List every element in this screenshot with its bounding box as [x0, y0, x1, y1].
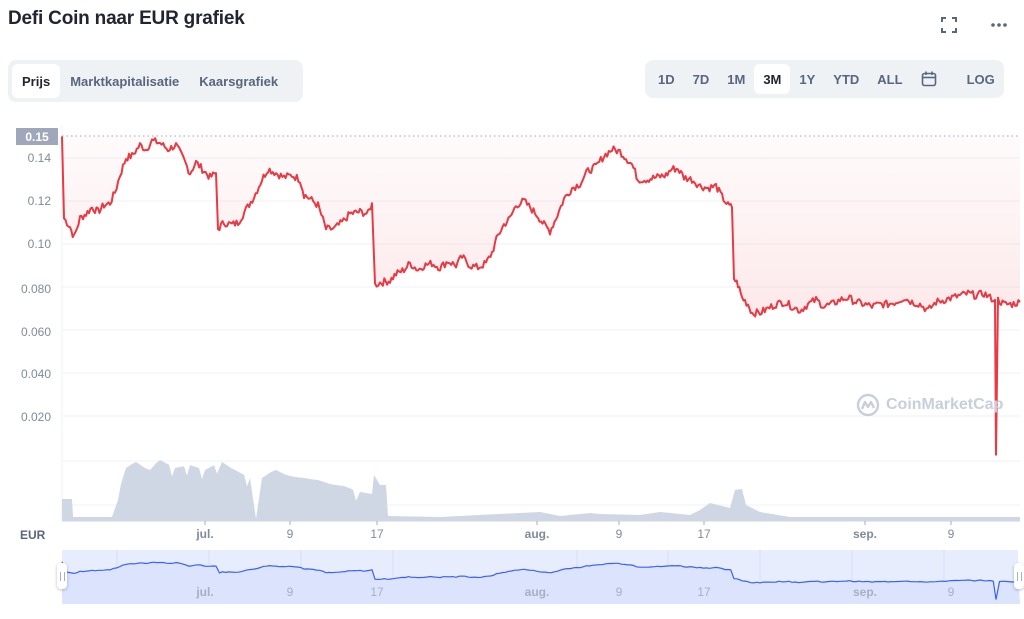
- range-ytd[interactable]: YTD: [833, 71, 860, 87]
- range-3m[interactable]: 3M: [754, 64, 791, 94]
- x-tick-label: 17: [370, 527, 384, 541]
- y-tick-label: 0.10: [27, 237, 51, 251]
- currency-label: EUR: [20, 528, 46, 542]
- page-title: Defi Coin naar EUR grafiek: [8, 8, 245, 29]
- x-tick-label: sep.: [852, 527, 878, 541]
- navigator-area: [62, 561, 1020, 604]
- chart-toolbar-icons: [938, 14, 1010, 36]
- y-tick-label: 0.060: [20, 325, 51, 339]
- y-tick-label: 0.020: [20, 410, 51, 424]
- time-range-selector: 1D 7D 1M 3M 1Y YTD ALL LOG: [645, 60, 1004, 98]
- x-tick-label: aug.: [524, 527, 550, 541]
- y-tick-label: 0.040: [20, 367, 51, 381]
- volume-area: [62, 460, 1020, 521]
- navigator-tick-label: sep.: [852, 585, 878, 599]
- price-line: [61, 136, 1021, 456]
- price-area-fill: [62, 136, 1020, 455]
- date-range-button[interactable]: [912, 64, 946, 94]
- coinmarketcap-logo-icon: [856, 393, 880, 417]
- x-tick-label: 9: [286, 527, 294, 541]
- x-axis-ticks: [204, 521, 952, 525]
- navigator-tick-label: aug.: [524, 585, 550, 599]
- chart-type-tabs: Prijs Marktkapitalisatie Kaarsgrafiek: [8, 60, 303, 102]
- range-1d[interactable]: 1D: [658, 71, 675, 87]
- x-tick-label: jul.: [196, 527, 214, 541]
- y-tick-label: 0.080: [20, 282, 51, 296]
- range-1y[interactable]: 1Y: [799, 71, 816, 87]
- calendar-icon: [921, 71, 936, 87]
- coinmarketcap-watermark: CoinMarketCap: [856, 393, 1003, 417]
- x-tick-label: 9: [615, 527, 623, 541]
- navigator-tick-label: 9: [286, 585, 294, 599]
- more-horizontal-icon: [991, 23, 1007, 27]
- fullscreen-icon: [941, 17, 957, 33]
- y-tick-label: 0.12: [27, 194, 51, 208]
- more-options-button[interactable]: [988, 14, 1010, 36]
- x-tick-label: 17: [697, 527, 711, 541]
- current-price-tag: 0.15: [16, 128, 58, 145]
- navigator-tick-label: 9: [615, 585, 623, 599]
- x-tick-label: 9: [947, 527, 955, 541]
- navigator-handle-left[interactable]: [57, 563, 67, 589]
- fullscreen-button[interactable]: [938, 14, 960, 36]
- navigator-tick-label: 9: [947, 585, 955, 599]
- y-tick-label: 0.14: [27, 151, 51, 165]
- log-scale-toggle[interactable]: LOG: [966, 71, 995, 87]
- tab-prijs[interactable]: Prijs: [12, 64, 61, 98]
- range-1m[interactable]: 1M: [727, 71, 746, 87]
- navigator-tick-label: 17: [697, 585, 711, 599]
- tab-kaarsgrafiek[interactable]: Kaarsgrafiek: [199, 73, 279, 89]
- navigator-tick-label: jul.: [196, 585, 214, 599]
- range-all[interactable]: ALL: [877, 71, 903, 87]
- navigator-line: [61, 561, 1019, 600]
- tab-marktkapitalisatie[interactable]: Marktkapitalisatie: [70, 73, 180, 89]
- range-7d[interactable]: 7D: [692, 71, 710, 87]
- navigator-tick-label: 17: [370, 585, 384, 599]
- navigator-handle-right[interactable]: [1014, 563, 1024, 589]
- watermark-text: CoinMarketCap: [886, 396, 1004, 413]
